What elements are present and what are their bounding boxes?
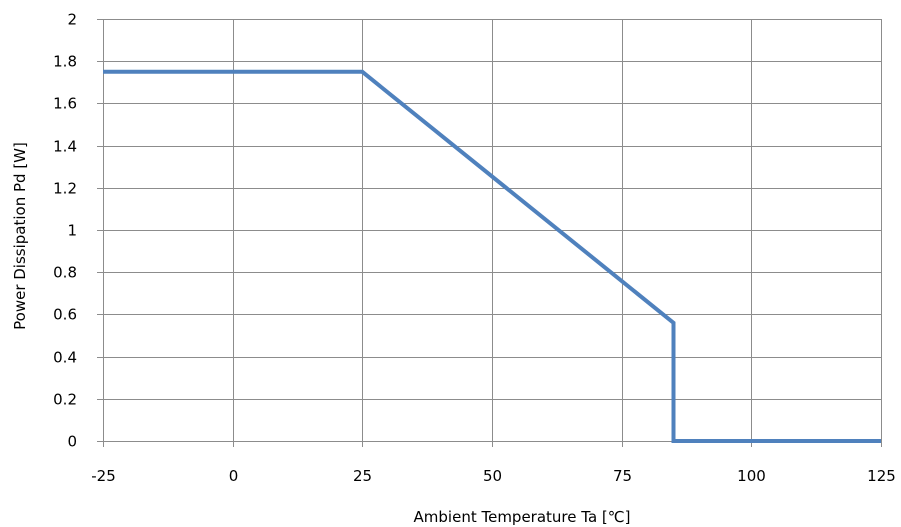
x-tick-label: 125	[867, 467, 896, 485]
y-tick-label: 1.2	[53, 180, 77, 198]
y-tick-label: 1	[67, 222, 77, 240]
x-tick-label: 50	[483, 467, 502, 485]
y-tick-label: 0.4	[53, 349, 77, 367]
series-layer	[103, 69, 881, 443]
x-tick-label: -25	[91, 467, 116, 485]
y-tick-label: 1.4	[53, 138, 77, 156]
grid	[103, 19, 882, 441]
y-tick-label: 0	[67, 433, 77, 451]
y-tick-label: 0.8	[53, 264, 77, 282]
y-tick-label: 2	[67, 11, 77, 29]
series-line-0	[103, 69, 881, 443]
axes	[97, 19, 882, 447]
tick-labels: 0 0.2 0.4 0.6 0.8 1 1.2 1.4 1.6 1.8 2 -25 0 25 50 75 100…	[53, 11, 896, 486]
y-tick-label: 0.6	[53, 306, 77, 324]
y-axis-title: Power Dissipation Pd [W]	[11, 142, 29, 330]
y-tick-label: 1.6	[53, 95, 77, 113]
x-tick-label: 0	[229, 467, 239, 485]
y-tick-label: 0.2	[53, 391, 77, 409]
x-tick-label: 100	[737, 467, 766, 485]
y-tick-label: 1.8	[53, 53, 77, 71]
x-tick-label: 75	[613, 467, 632, 485]
x-axis-title: Ambient Temperature Ta [℃]	[414, 508, 631, 526]
x-tick-label: 25	[353, 467, 372, 485]
